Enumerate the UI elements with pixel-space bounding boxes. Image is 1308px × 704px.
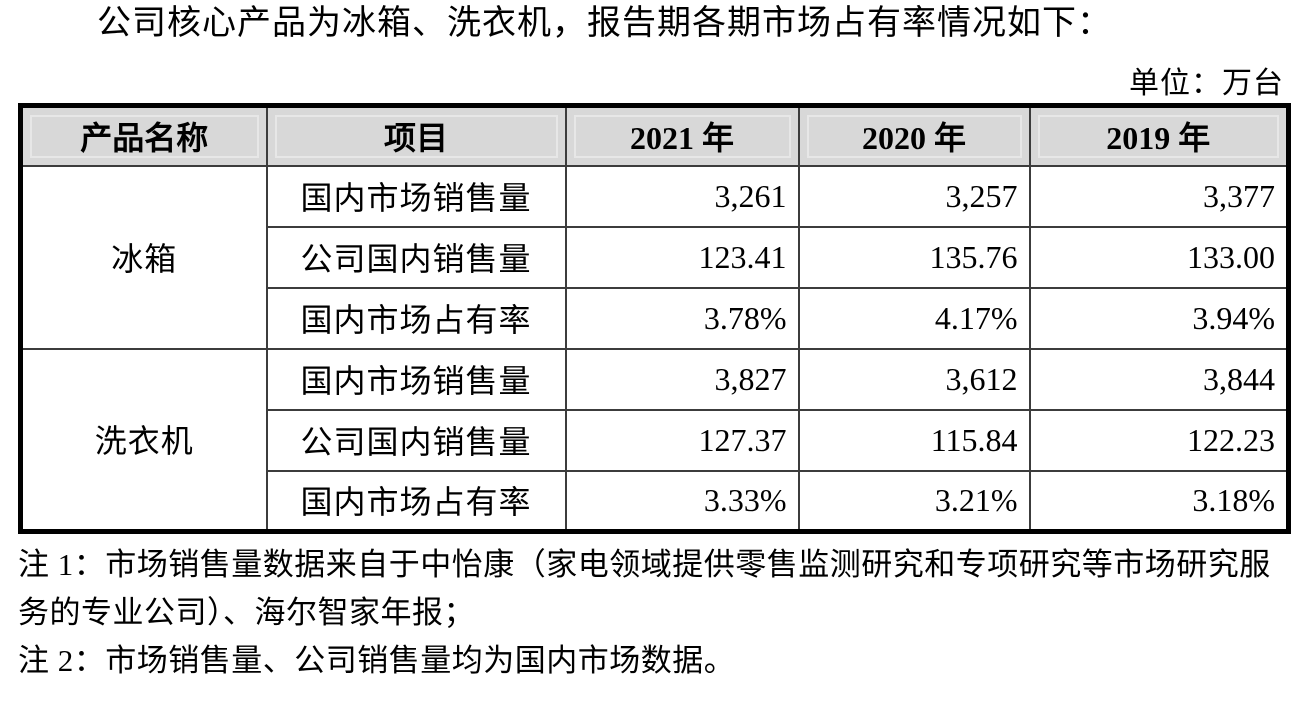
table-row: 公司国内销售量 127.37 115.84 122.23 [21,408,1290,472]
item-cell: 国内市场销售量 [265,347,567,411]
note-2-line-1: 注 2：市场销售量、公司销售量均为国内市场数据。 [18,643,736,678]
value-cell: 3,844 [1028,347,1290,411]
note-1-line-2: 务的专业公司）、海尔智家年报； [18,595,475,630]
item-cell: 国内市场销售量 [265,164,567,228]
table-header-row: 产品名称 项目 2021 年 2020 年 2019 年 [19,104,1290,167]
value-cell: 3.94% [1028,286,1290,350]
value-cell: 3.18% [1028,469,1290,533]
note-1: 注 1：市场销售量数据来自于中怡康（家电领域提供零售监测研究和专项研究等市场研究… [18,541,1290,637]
value-cell: 115.84 [797,408,1031,472]
note-2: 注 2：市场销售量、公司销售量均为国内市场数据。 [18,637,1290,685]
value-cell: 135.76 [797,225,1031,289]
value-cell: 122.23 [1028,408,1290,472]
header-cell-year-2019: 2019 年 [1028,104,1290,167]
value-cell: 3,377 [1028,164,1290,228]
value-cell: 3,257 [797,164,1031,228]
table-row: 洗衣机 国内市场销售量 3,827 3,612 3,844 [19,347,1290,533]
value-cell: 127.37 [564,408,800,472]
intro-paragraph: 公司核心产品为冰箱、洗衣机，报告期各期市场占有率情况如下： [97,5,1112,42]
item-cell: 公司国内销售量 [265,225,567,289]
footnotes: 注 1：市场销售量数据来自于中怡康（家电领域提供零售监测研究和专项研究等市场研究… [18,541,1290,685]
header-cell-item: 项目 [265,104,567,167]
table-row: 国内市场占有率 3.33% 3.21% 3.18% [21,469,1290,533]
table-row: 公司国内销售量 123.41 135.76 133.00 [21,225,1290,289]
value-cell: 3,612 [797,347,1031,411]
value-cell: 3,827 [564,347,800,411]
header-cell-product-name: 产品名称 [19,104,268,167]
value-cell: 123.41 [564,225,800,289]
item-cell: 国内市场占有率 [265,469,567,533]
value-cell: 3.33% [564,469,800,533]
note-1-line-1: 注 1：市场销售量数据来自于中怡康（家电领域提供零售监测研究和专项研究等市场研究… [18,547,1271,582]
header-cell-year-2021: 2021 年 [564,104,800,167]
product-cell-fridge: 冰箱 [19,164,268,350]
value-cell: 3.78% [564,286,800,350]
table-row: 国内市场占有率 3.78% 4.17% 3.94% [21,286,1290,350]
value-cell: 133.00 [1028,225,1290,289]
value-cell: 3.21% [797,469,1031,533]
product-cell-washer: 洗衣机 [19,347,268,533]
item-cell: 国内市场占有率 [265,286,567,350]
value-cell: 4.17% [797,286,1031,350]
value-cell: 3,261 [564,164,800,228]
item-cell: 公司国内销售量 [265,408,567,472]
market-share-table: 产品名称 项目 2021 年 2020 年 2019 年 冰箱 国内市场销售量 … [18,103,1291,534]
unit-label: 单位：万台 [1129,67,1284,100]
header-cell-year-2020: 2020 年 [797,104,1031,167]
table-row: 冰箱 国内市场销售量 3,261 3,257 3,377 [19,164,1290,350]
